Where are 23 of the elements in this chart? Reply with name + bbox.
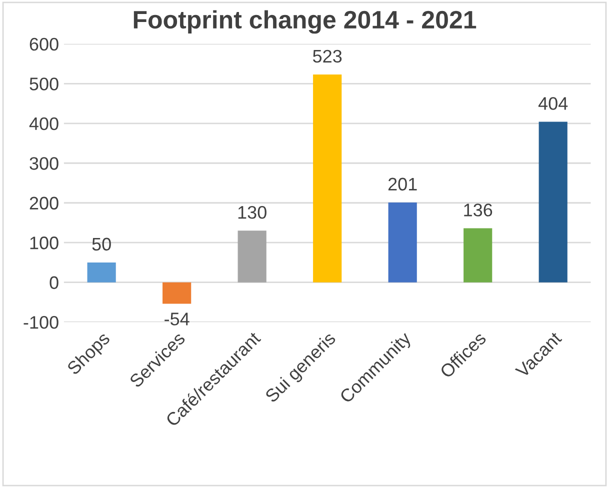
data-label: 50 (92, 238, 111, 251)
bar (538, 122, 568, 282)
bar (87, 262, 116, 282)
y-tick-label: 200 (30, 196, 58, 210)
bar (464, 228, 492, 282)
y-tick-label: 500 (30, 78, 58, 90)
data-label: 136 (464, 204, 492, 216)
data-label: -54 (164, 312, 190, 326)
data-label: 404 (538, 97, 568, 110)
y-tick-label: 100 (30, 236, 58, 250)
y-tick-label: 400 (29, 117, 58, 130)
bar (162, 282, 192, 304)
bar (388, 202, 417, 282)
data-label: 130 (238, 206, 266, 219)
y-tick-label: 0 (50, 276, 58, 290)
bar (238, 230, 266, 282)
bar (313, 74, 342, 282)
data-label: 201 (388, 178, 417, 191)
chart-title: Footprint change 2014 - 2021 (134, 10, 476, 34)
y-tick-label: -100 (24, 316, 58, 329)
y-tick-label: 600 (30, 38, 58, 51)
data-label: 523 (313, 50, 342, 63)
y-tick-label: 300 (30, 157, 58, 170)
